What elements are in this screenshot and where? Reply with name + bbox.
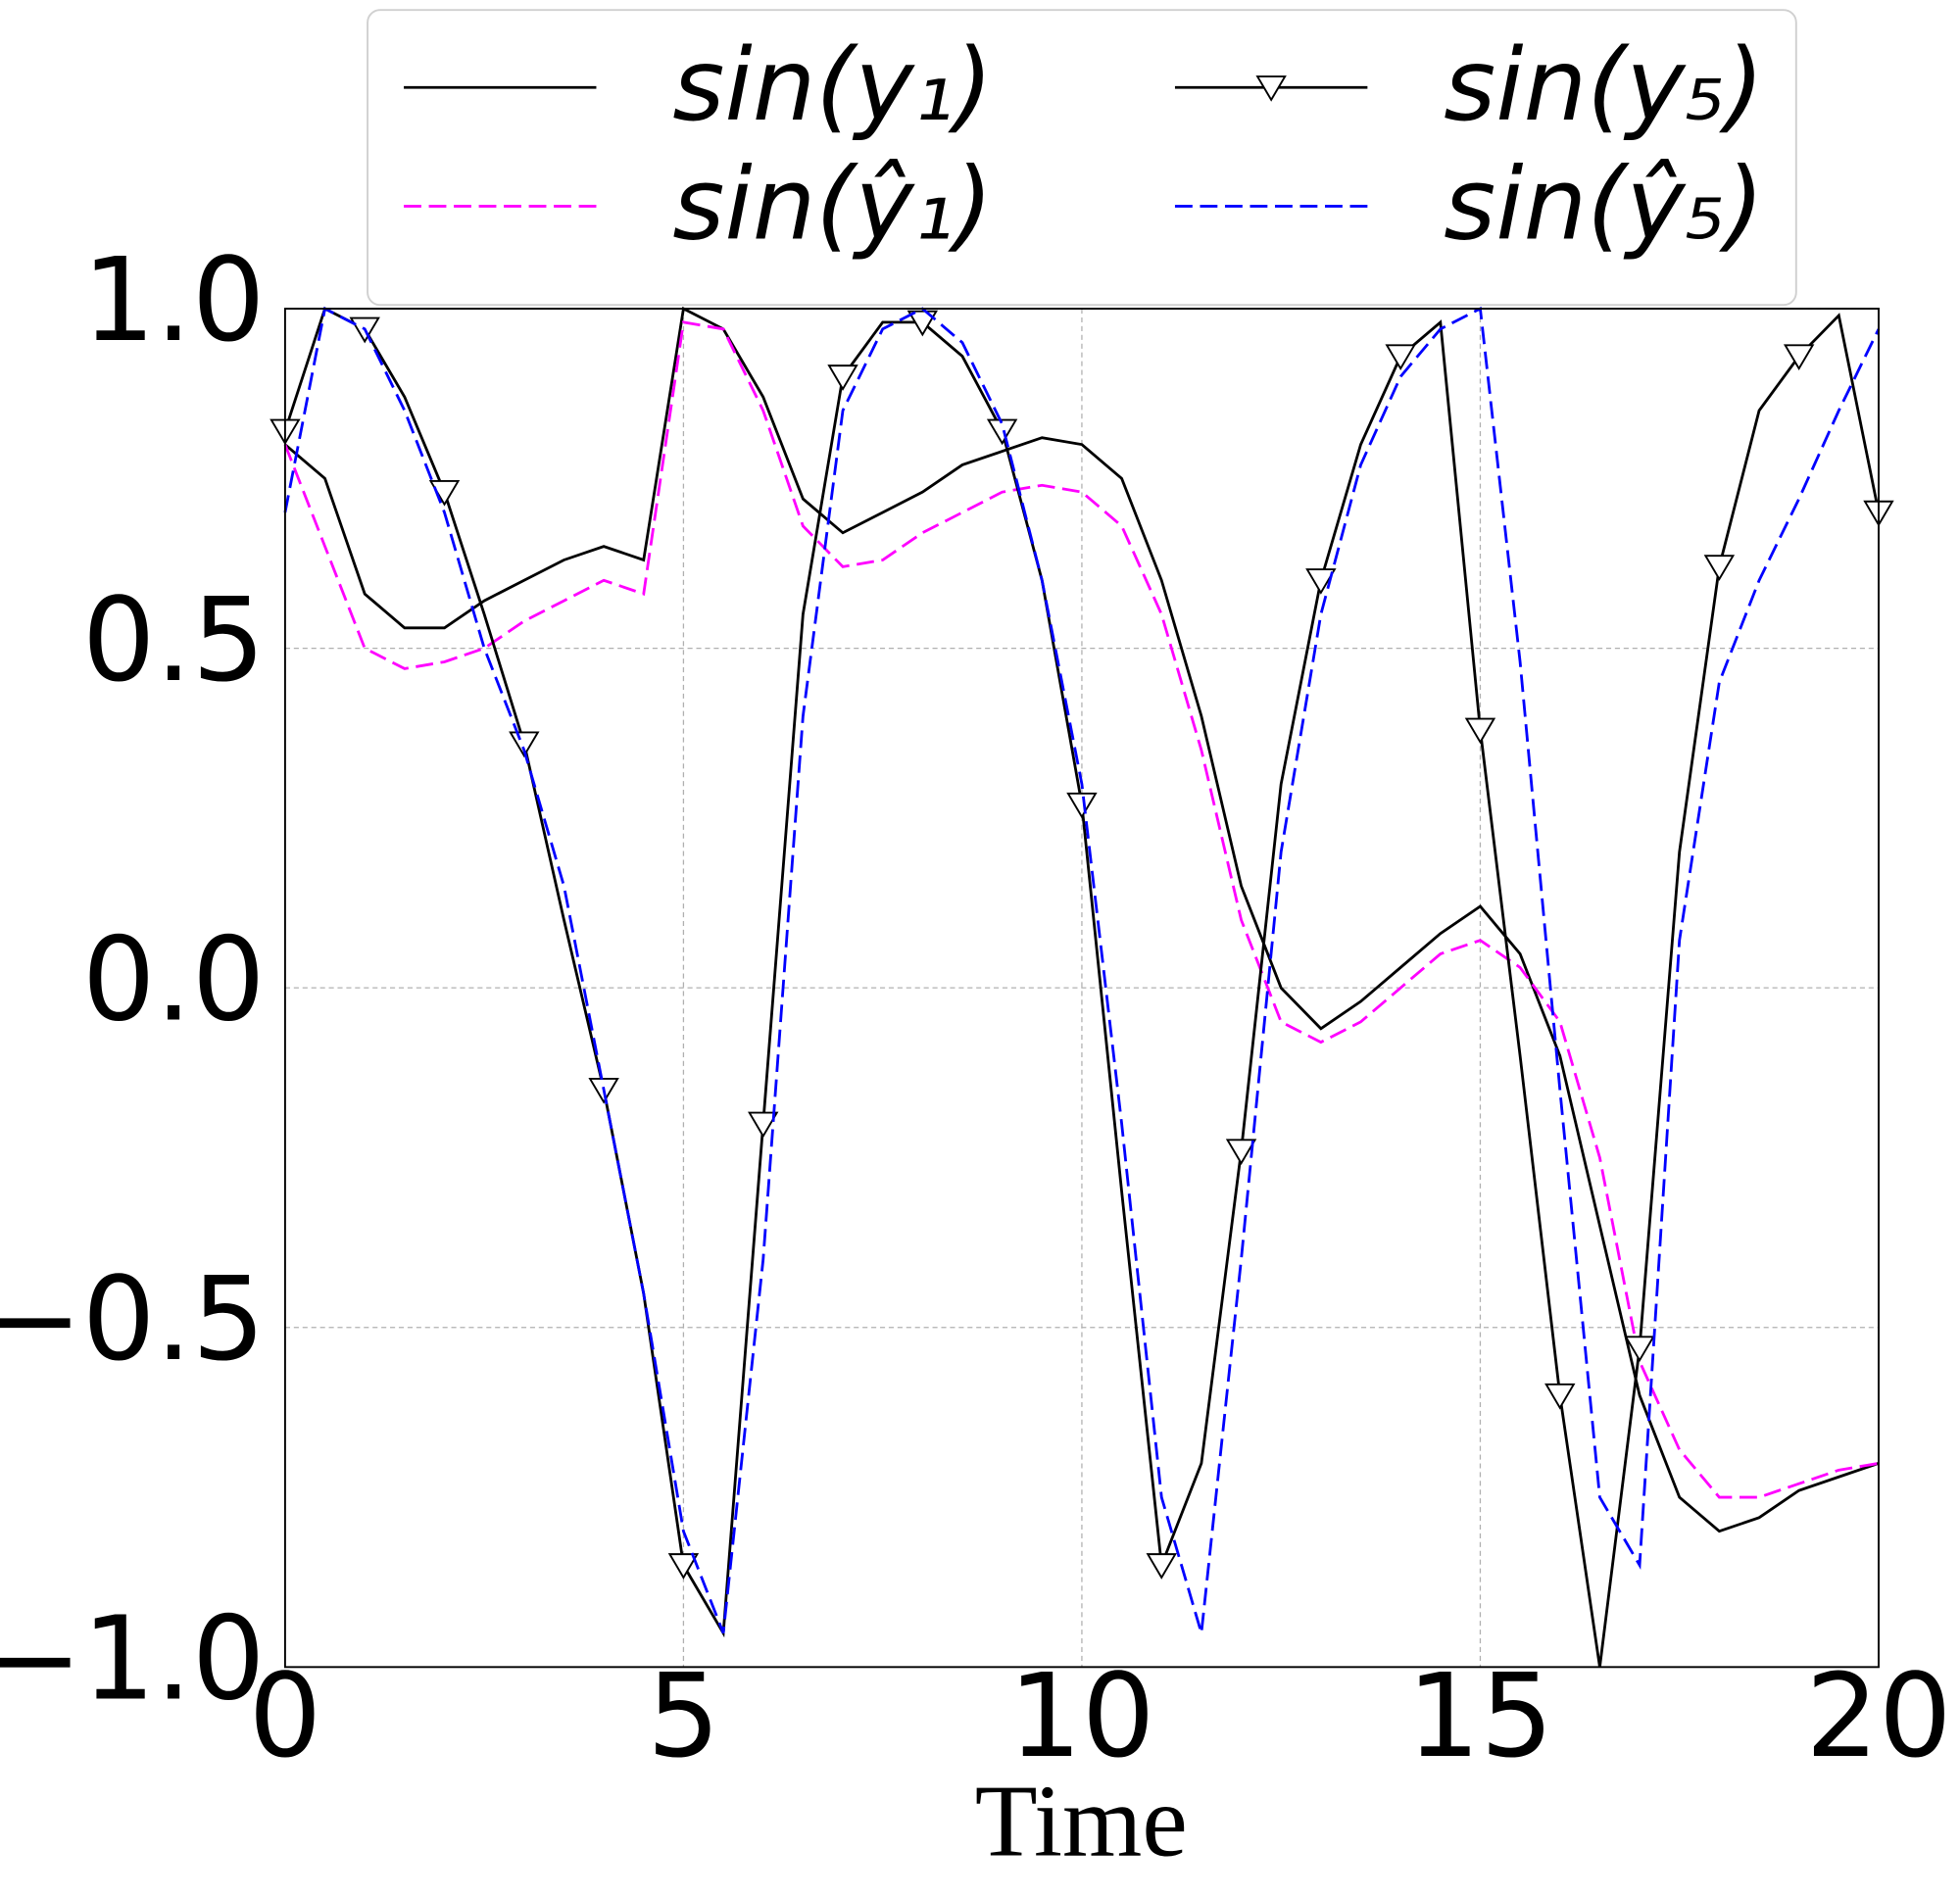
- y-tick-label: 0.5: [82, 573, 266, 707]
- y-tick-label: −1.0: [0, 1592, 265, 1727]
- data-marker: [1544, 1383, 1576, 1410]
- data-marker: [1464, 717, 1496, 745]
- x-tick-label: 15: [1407, 1649, 1553, 1783]
- data-marker: [1624, 1336, 1655, 1363]
- data-line: [283, 306, 1881, 1634]
- data-marker: [428, 479, 461, 507]
- data-line: [283, 320, 1880, 1499]
- data-marker: [667, 1553, 700, 1580]
- x-tick-label: 5: [647, 1649, 720, 1783]
- data-marker: [1385, 344, 1416, 371]
- legend-label: sin(y₅): [1444, 27, 1764, 144]
- legend-box: [367, 9, 1797, 307]
- plot-frame: [283, 308, 1880, 1669]
- data-marker: [827, 365, 858, 391]
- data-marker: [1225, 1139, 1257, 1166]
- data-marker: [509, 731, 540, 758]
- data-marker: [1305, 568, 1337, 595]
- data-marker: [748, 1111, 779, 1139]
- legend-label: sin(ŷ₅): [1444, 146, 1764, 263]
- data-marker: [906, 310, 939, 337]
- x-tick-label: 10: [1008, 1649, 1154, 1783]
- data-marker: [1146, 1553, 1177, 1580]
- data-line: [283, 306, 1880, 1533]
- y-tick-label: 1.0: [82, 233, 266, 367]
- legend-label: sin(y₁): [672, 27, 993, 144]
- legend-marker: [1255, 75, 1287, 102]
- y-tick-label: −0.5: [0, 1252, 265, 1386]
- y-tick-label: 0.0: [82, 912, 266, 1046]
- x-axis-label: Time: [975, 1765, 1188, 1878]
- data-marker: [1703, 555, 1736, 581]
- x-tick-label: 20: [1805, 1649, 1951, 1783]
- data-marker: [986, 418, 1018, 446]
- x-tick-label: 0: [249, 1649, 322, 1783]
- data-marker: [1066, 792, 1098, 819]
- legend-label: sin(ŷ₁): [672, 146, 993, 263]
- data-marker: [1783, 344, 1815, 371]
